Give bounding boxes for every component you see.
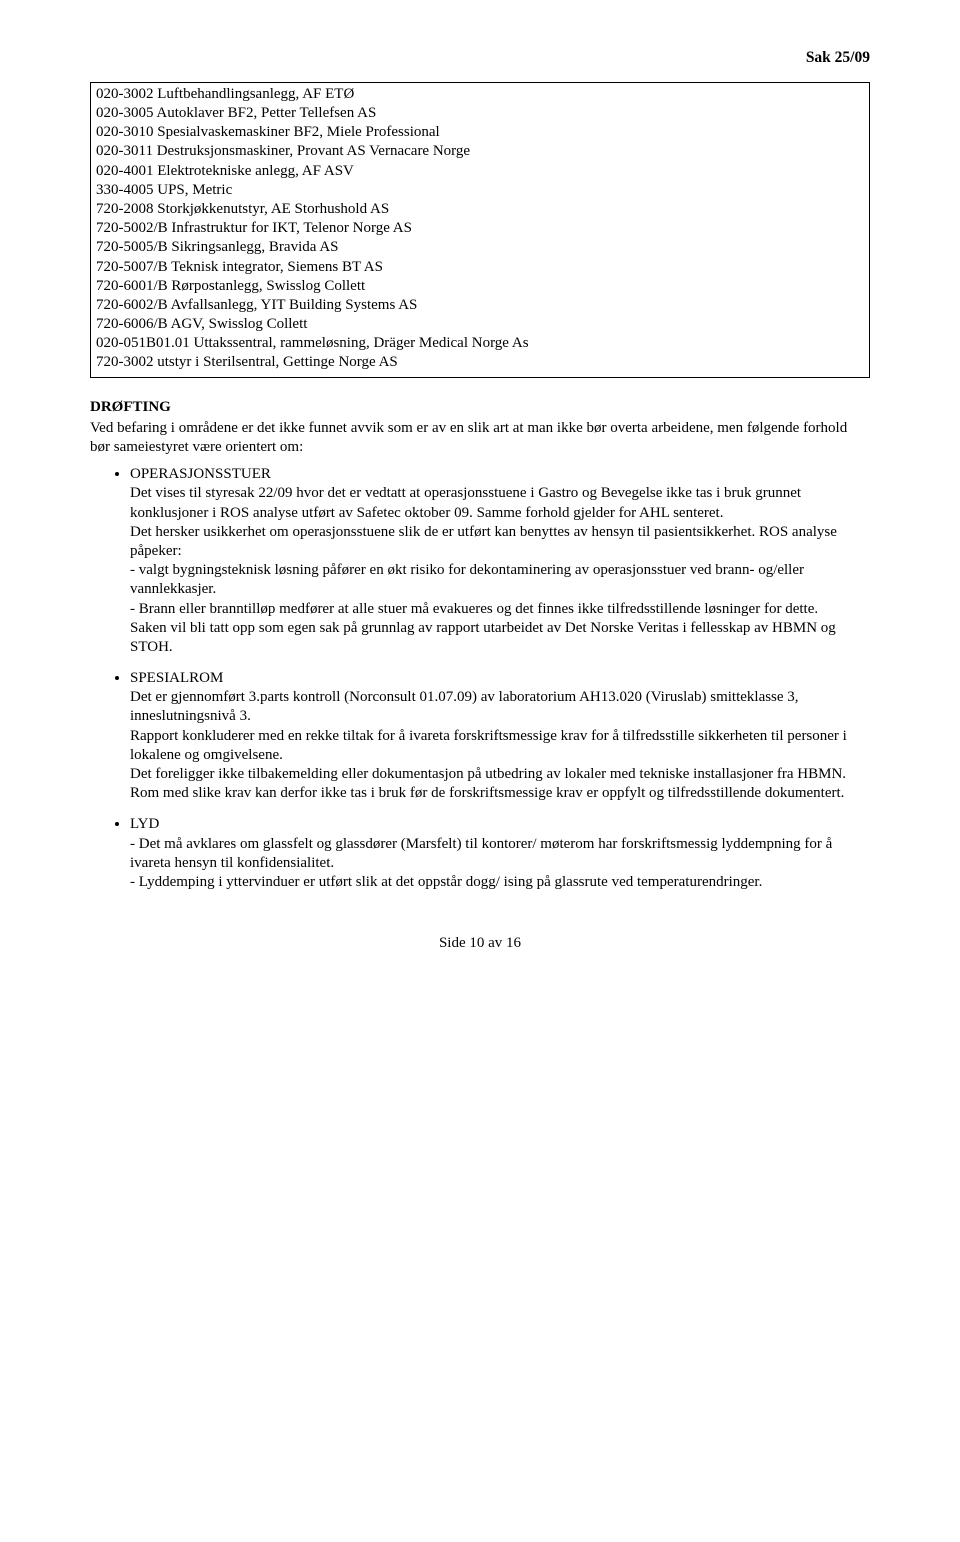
paragraph: Det hersker usikkerhet om operasjonsstue…: [130, 523, 870, 561]
item-body: Det er gjennomført 3.parts kontroll (Nor…: [130, 688, 870, 803]
paragraph: Rom med slike krav kan derfor ikke tas i…: [130, 784, 870, 803]
paragraph: - Brann eller branntilløp medfører at al…: [130, 600, 870, 619]
paragraph: Det foreligger ikke tilbakemelding eller…: [130, 765, 870, 784]
section-heading-drofting: DRØFTING: [90, 398, 870, 417]
case-number: Sak 25/09: [90, 48, 870, 68]
paragraph: - valgt bygningsteknisk løsning påfører …: [130, 561, 870, 599]
list-item: SPESIALROM Det er gjennomført 3.parts ko…: [130, 669, 870, 803]
contract-list-box: 020-3002 Luftbehandlingsanlegg, AF ETØ 0…: [90, 82, 870, 378]
contract-line: 720-6001/B Rørpostanlegg, Swisslog Colle…: [96, 277, 864, 296]
contract-line: 720-3002 utstyr i Sterilsentral, Getting…: [96, 353, 864, 372]
contract-line: 720-6006/B AGV, Swisslog Collett: [96, 315, 864, 334]
paragraph: - Lyddemping i yttervinduer er utført sl…: [130, 873, 870, 892]
contract-line: 720-5005/B Sikringsanlegg, Bravida AS: [96, 238, 864, 257]
contract-line: 020-3002 Luftbehandlingsanlegg, AF ETØ: [96, 85, 864, 104]
contract-line: 720-5007/B Teknisk integrator, Siemens B…: [96, 258, 864, 277]
contract-line: 330-4005 UPS, Metric: [96, 181, 864, 200]
list-item: LYD - Det må avklares om glassfelt og gl…: [130, 815, 870, 892]
discussion-list: OPERASJONSSTUER Det vises til styresak 2…: [90, 465, 870, 892]
section-intro: Ved befaring i områdene er det ikke funn…: [90, 419, 870, 457]
item-title-lyd: LYD: [130, 816, 159, 832]
contract-line: 720-6002/B Avfallsanlegg, YIT Building S…: [96, 296, 864, 315]
contract-line: 720-5002/B Infrastruktur for IKT, Teleno…: [96, 219, 864, 238]
item-title-spesialrom: SPESIALROM: [130, 670, 223, 686]
paragraph: Det er gjennomført 3.parts kontroll (Nor…: [130, 688, 870, 726]
paragraph: Rapport konkluderer med en rekke tiltak …: [130, 727, 870, 765]
list-item: OPERASJONSSTUER Det vises til styresak 2…: [130, 465, 870, 657]
contract-line: 020-3010 Spesialvaskemaskiner BF2, Miele…: [96, 123, 864, 142]
contract-line: 020-4001 Elektrotekniske anlegg, AF ASV: [96, 162, 864, 181]
item-title-operasjonsstuer: OPERASJONSSTUER: [130, 466, 271, 482]
contract-line: 020-3011 Destruksjonsmaskiner, Provant A…: [96, 142, 864, 161]
contract-line: 720-2008 Storkjøkkenutstyr, AE Storhusho…: [96, 200, 864, 219]
paragraph: - Det må avklares om glassfelt og glassd…: [130, 835, 870, 873]
paragraph: Saken vil bli tatt opp som egen sak på g…: [130, 619, 870, 657]
contract-line: 020-051B01.01 Uttakssentral, rammeløsnin…: [96, 334, 864, 353]
item-body: Det vises til styresak 22/09 hvor det er…: [130, 484, 870, 657]
contract-line: 020-3005 Autoklaver BF2, Petter Tellefse…: [96, 104, 864, 123]
page-number: Side 10 av 16: [90, 934, 870, 953]
item-body: - Det må avklares om glassfelt og glassd…: [130, 835, 870, 893]
paragraph: Det vises til styresak 22/09 hvor det er…: [130, 484, 870, 522]
